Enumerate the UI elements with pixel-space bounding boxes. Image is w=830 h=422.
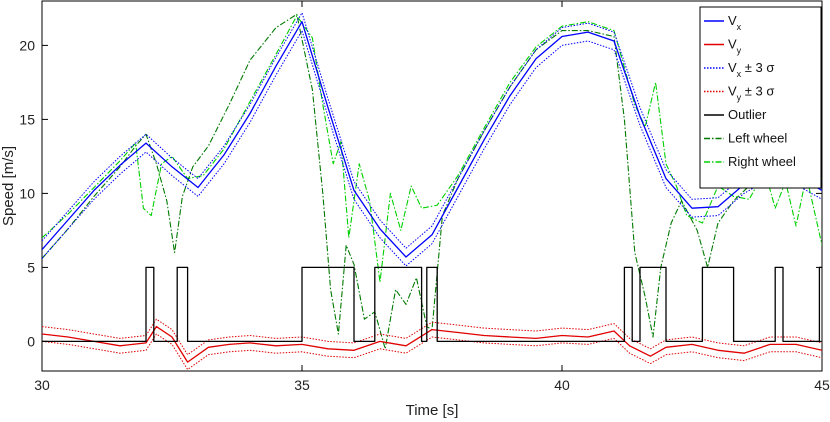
x-axis-label: Time [s]	[406, 402, 459, 419]
series-line-outlier	[42, 266, 822, 343]
series-line-left-wheel	[42, 13, 822, 350]
plot-area: 30 35 40 45 0 5 10 15 20	[19, 0, 830, 393]
series-line-vy	[42, 325, 822, 363]
legend-entry-subscript: y	[737, 46, 742, 56]
series-line-vy-upper	[42, 318, 822, 356]
legend-entry-main: Outlier	[728, 107, 767, 122]
series-layer	[42, 12, 822, 370]
y-tick-label: 10	[19, 185, 35, 201]
plot-frame	[41, 0, 823, 372]
legend-entry-subscript: x	[737, 22, 742, 32]
legend-entry-main: V	[728, 13, 737, 28]
x-tick-label: 30	[34, 377, 50, 393]
legend-box	[699, 6, 822, 189]
legend-entry-label: Outlier	[728, 107, 767, 122]
legend-entry-main: Right wheel	[728, 154, 796, 169]
series-line-vy-lower	[42, 333, 822, 370]
legend-entry-main: V	[728, 60, 737, 75]
y-tick-label: 5	[27, 259, 35, 275]
y-axis-label: Speed [m/s]	[0, 146, 17, 226]
legend-entry-subscript: y	[737, 93, 742, 103]
x-tick-label: 45	[814, 377, 830, 393]
legend-entry-main: V	[728, 37, 737, 52]
series-line-right-wheel	[42, 15, 822, 283]
legend-entry-label: Vy ± 3 σ	[728, 84, 774, 103]
legend-entry-suffix: ± 3 σ	[741, 84, 774, 99]
legend-entry-label: Vx	[728, 13, 742, 32]
x-tick-label: 40	[554, 377, 570, 393]
y-tick-label: 20	[19, 37, 35, 53]
legend-entry-suffix: ± 3 σ	[741, 60, 774, 75]
legend-entry-label: Left wheel	[728, 131, 787, 146]
x-tick-label: 35	[294, 377, 310, 393]
legend-entry-label: Vx ± 3 σ	[728, 60, 774, 79]
legend-entry-main: Left wheel	[728, 131, 787, 146]
series-line-vx-upper	[42, 12, 822, 249]
ticks-layer: 30 35 40 45 0 5 10 15 20	[19, 1, 830, 393]
y-tick-label: 15	[19, 111, 35, 127]
legend-entry-main: V	[728, 84, 737, 99]
legend-entry-subscript: x	[737, 69, 742, 79]
series-line-vx	[42, 21, 822, 258]
legend-entry-label: Vy	[728, 37, 742, 56]
legend-entry-label: Right wheel	[728, 154, 796, 169]
y-tick-label: 0	[27, 333, 35, 349]
series-line-vx-lower	[42, 30, 822, 267]
